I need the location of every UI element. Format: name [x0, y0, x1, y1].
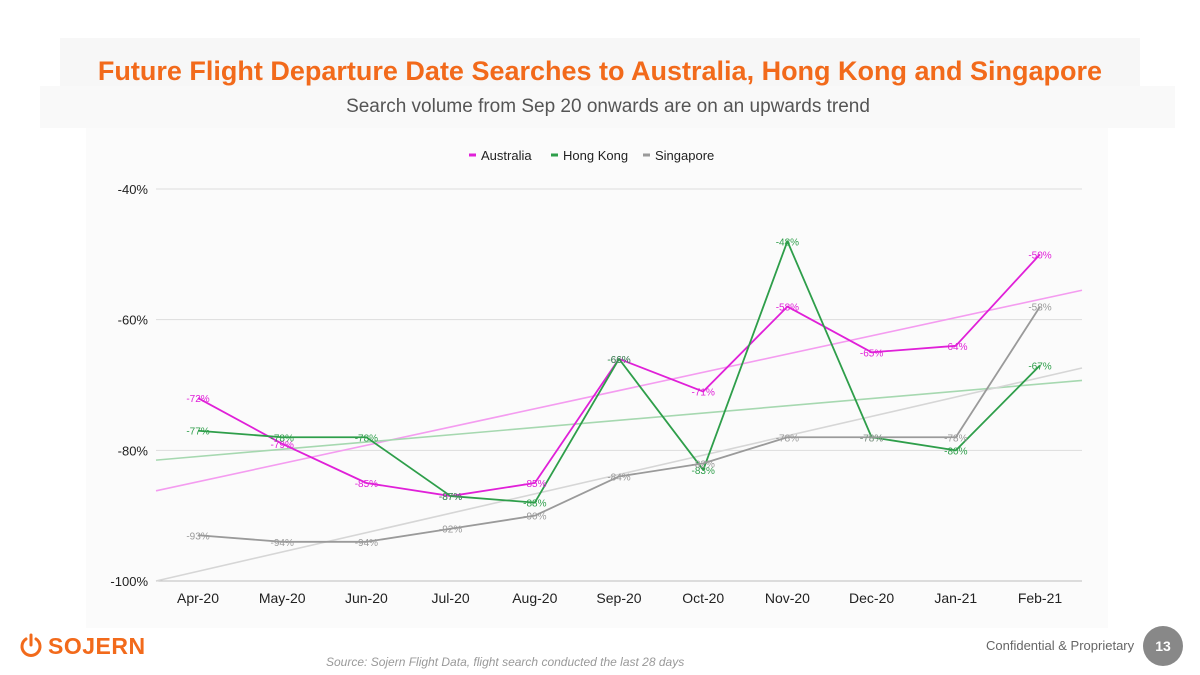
data-label: -78% [944, 433, 967, 444]
y-tick-label: -40% [118, 182, 149, 197]
power-icon [20, 633, 42, 657]
data-label: -94% [355, 538, 378, 549]
trendline-singapore [155, 367, 1083, 582]
data-label: -88% [523, 499, 546, 510]
data-label: -92% [439, 525, 462, 536]
y-tick-label: -60% [118, 313, 149, 328]
sojern-logo: SOJERN [18, 630, 146, 662]
series-line-australia [197, 253, 1041, 497]
x-tick-label: Nov-20 [765, 590, 810, 606]
data-label: -85% [355, 479, 378, 490]
data-label: -72% [186, 394, 209, 405]
data-label: -78% [271, 433, 294, 444]
series-line-hong-kong [197, 240, 1041, 504]
data-label: -78% [776, 433, 799, 444]
x-tick-label: Dec-20 [849, 590, 894, 606]
data-label: -50% [1028, 250, 1051, 261]
legend-label: Singapore [655, 148, 714, 163]
data-label: -66% [607, 355, 630, 366]
x-tick-label: May-20 [259, 590, 306, 606]
series-line-singapore [197, 306, 1041, 543]
trendline-australia [155, 289, 1083, 492]
data-label: -87% [439, 492, 462, 503]
data-label: -78% [860, 433, 883, 444]
data-label: -82% [692, 459, 715, 470]
legend-label: Hong Kong [563, 148, 628, 163]
data-label: -83% [692, 466, 715, 477]
data-label: -84% [607, 472, 630, 483]
x-tick-label: Oct-20 [682, 590, 724, 606]
x-tick-label: Jan-21 [934, 590, 977, 606]
logo-text: SOJERN [48, 632, 146, 659]
x-tick-label: Feb-21 [1018, 590, 1063, 606]
data-label: -67% [1028, 361, 1051, 372]
trendline-hong-kong [155, 379, 1083, 461]
data-label: -94% [271, 538, 294, 549]
data-label: -93% [186, 531, 209, 542]
page-number-badge: 13 [1143, 626, 1183, 666]
data-label: -66% [607, 355, 630, 366]
legend-label: Australia [481, 148, 532, 163]
data-label: -48% [776, 237, 799, 248]
x-tick-label: Aug-20 [512, 590, 557, 606]
data-label: -71% [692, 388, 715, 399]
data-label: -90% [523, 512, 546, 523]
data-label: -64% [944, 342, 967, 353]
x-tick-label: Jun-20 [345, 590, 388, 606]
y-tick-label: -80% [118, 443, 149, 458]
y-tick-label: -100% [110, 574, 148, 589]
data-label: -80% [944, 446, 967, 457]
data-label: -77% [186, 427, 209, 438]
x-tick-label: Jul-20 [432, 590, 470, 606]
data-label: -79% [271, 440, 294, 451]
line-chart: -40% -60% -80% -100% Apr-20 May-20 Jun-20 Jul-2… [110, 148, 1083, 606]
page-title: Future Flight Departure Date Searches to… [97, 56, 1103, 86]
subtitle-band [40, 86, 1175, 128]
data-label: -78% [355, 433, 378, 444]
data-label: -78% [860, 433, 883, 444]
data-label: -87% [439, 492, 462, 503]
data-label: -58% [1028, 303, 1051, 314]
page-subtitle: Search volume from Sep 20 onwards are on… [346, 96, 870, 117]
x-tick-label: Apr-20 [177, 590, 219, 606]
data-label: -85% [523, 479, 546, 490]
data-label: -65% [860, 348, 883, 359]
data-label: -58% [776, 303, 799, 314]
confidential-label: Confidential & Proprietary [986, 638, 1135, 653]
x-tick-label: Sep-20 [596, 590, 641, 606]
chart-panel: -40% -60% -80% -100% Apr-20 May-20 Jun-20 Jul-2… [86, 128, 1108, 628]
source-note: Source: Sojern Flight Data, flight searc… [326, 655, 685, 669]
